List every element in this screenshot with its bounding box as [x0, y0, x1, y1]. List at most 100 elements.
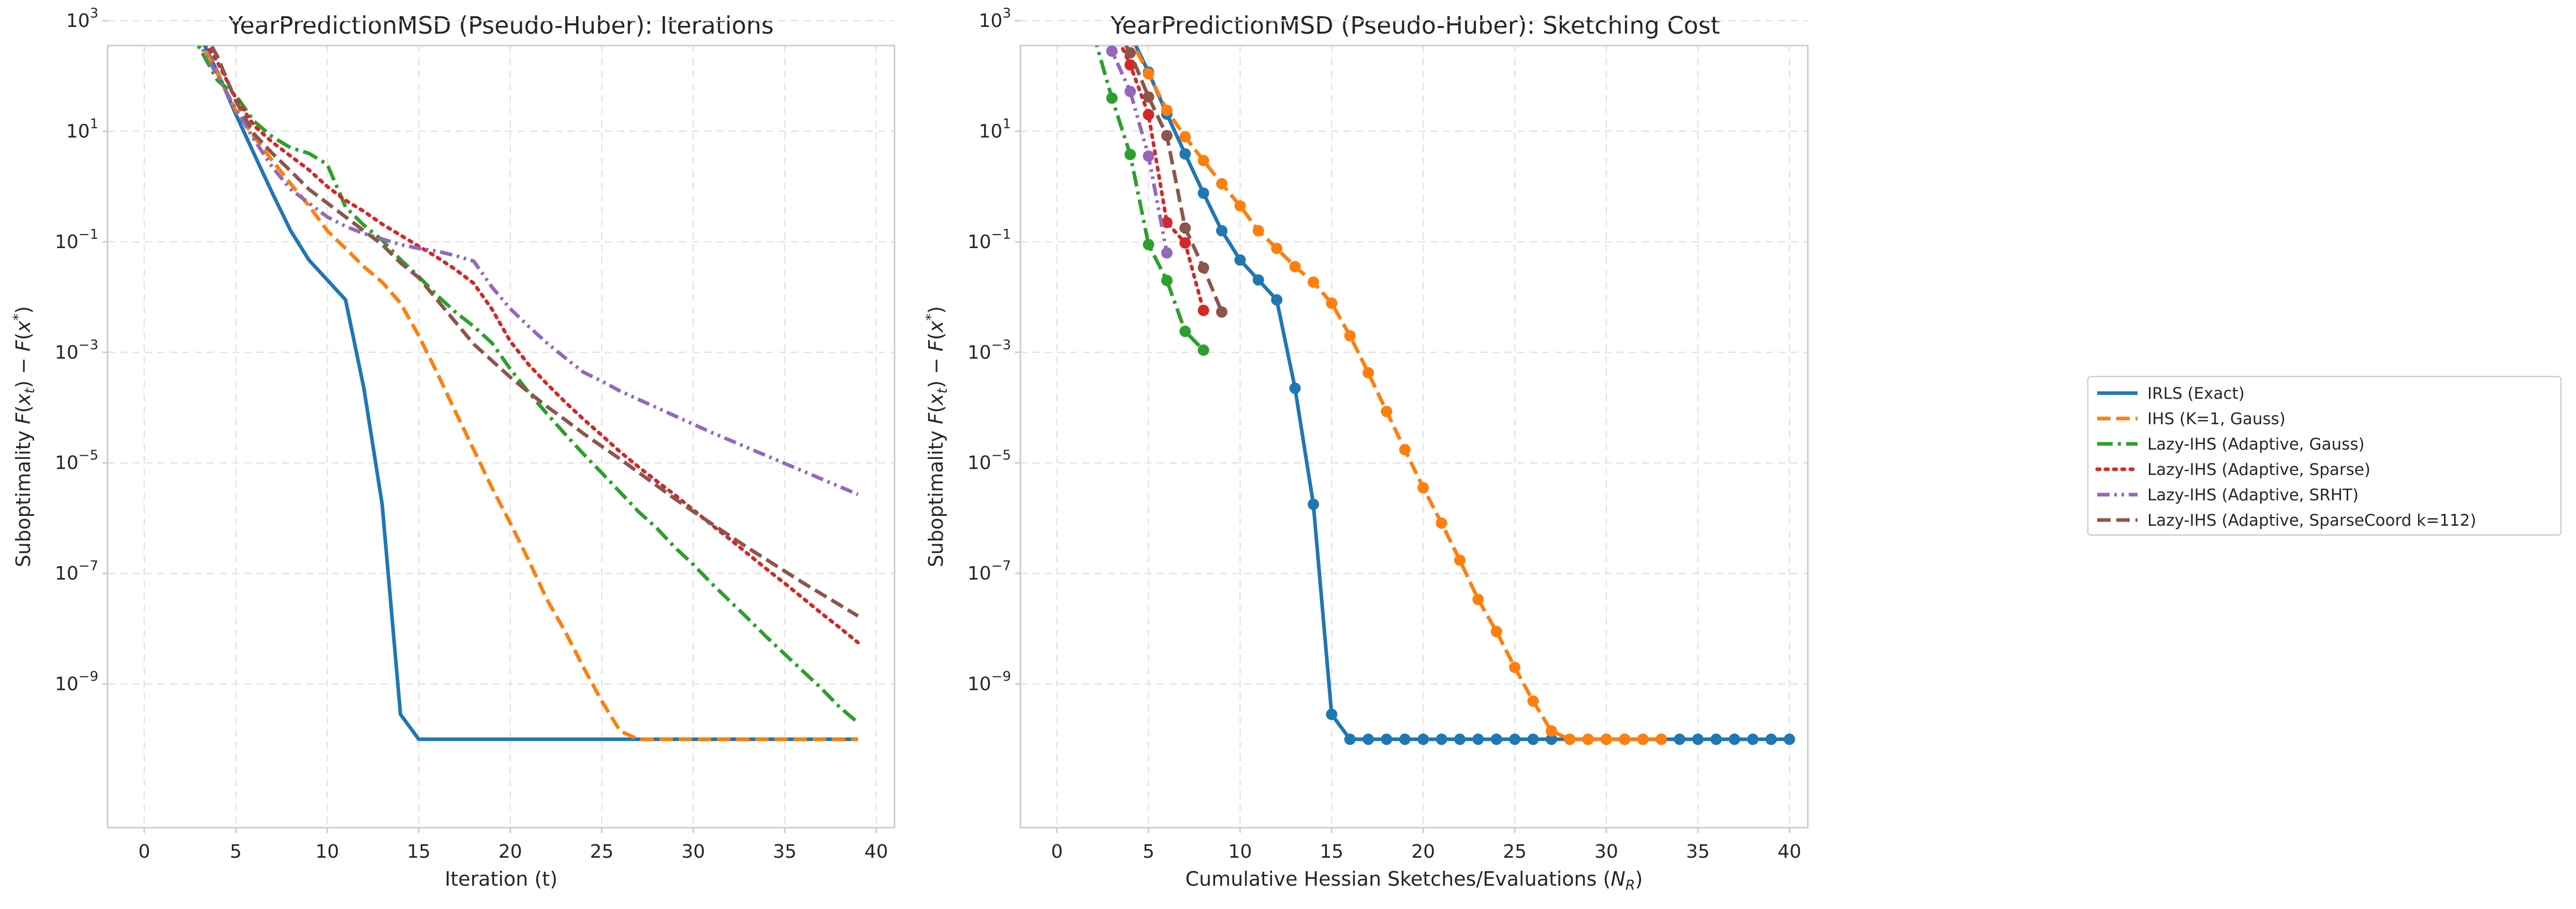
series-line-5	[209, 46, 859, 618]
legend-label: Lazy-IHS (Adaptive, SparseCoord k=112)	[2147, 511, 2476, 530]
series-line-5	[1123, 46, 1224, 313]
data-point	[1783, 733, 1795, 745]
data-point	[1436, 733, 1447, 745]
y-tick-label: 10−1	[968, 227, 1011, 253]
data-point	[1179, 148, 1191, 160]
data-point	[1124, 85, 1136, 97]
data-point	[1106, 92, 1118, 104]
data-point	[1143, 150, 1154, 162]
data-point	[1363, 367, 1374, 379]
y-tick-label: 10−9	[968, 669, 1011, 695]
x-tick-label: 25	[1503, 841, 1527, 862]
plot-frame	[107, 45, 896, 829]
data-point	[1545, 725, 1557, 737]
chart-iterations: YearPredictionMSD (Pseudo-Huber): Iterat…	[10, 6, 896, 890]
data-point	[1399, 733, 1411, 745]
x-axis-label: Cumulative Hessian Sketches/Evaluations …	[1185, 868, 1643, 893]
data-point	[1106, 0, 1118, 11]
data-point	[1436, 517, 1447, 529]
series-line-0	[202, 46, 858, 741]
data-point	[1545, 733, 1557, 745]
data-point	[1472, 594, 1484, 605]
data-point	[1344, 733, 1356, 745]
data-point	[1161, 104, 1173, 116]
data-point	[1234, 254, 1246, 266]
data-point	[1179, 325, 1191, 337]
y-tick-label: 10−3	[55, 337, 98, 363]
series-line-0	[1134, 46, 1790, 741]
data-point	[1161, 247, 1173, 259]
y-tick-label: 103	[979, 6, 1011, 32]
x-tick-label: 5	[230, 841, 242, 862]
data-point	[1197, 155, 1209, 166]
data-point	[1143, 68, 1154, 80]
data-point	[1637, 733, 1649, 745]
data-point	[1472, 733, 1484, 745]
data-point	[1454, 733, 1466, 745]
data-point	[1600, 733, 1612, 745]
x-tick-label: 25	[590, 841, 614, 862]
data-point	[1289, 261, 1301, 272]
data-point	[1216, 225, 1228, 237]
data-point	[1399, 444, 1411, 456]
y-tick-label: 10−1	[55, 227, 98, 253]
series-line-1	[200, 46, 858, 741]
data-point	[1252, 225, 1264, 237]
data-point	[1308, 498, 1319, 510]
legend-label: IRLS (Exact)	[2147, 384, 2245, 403]
x-tick-label: 20	[499, 841, 522, 862]
data-point	[1417, 733, 1429, 745]
data-point	[1179, 222, 1191, 234]
y-tick-label: 10−9	[55, 669, 98, 695]
series-line-2	[196, 46, 859, 724]
data-point	[1106, 0, 1118, 8]
data-point	[1124, 59, 1136, 71]
data-point	[1197, 187, 1209, 199]
data-point	[1344, 330, 1356, 342]
data-point	[1197, 262, 1209, 273]
data-point	[1527, 733, 1539, 745]
legend-label: Lazy-IHS (Adaptive, SRHT)	[2147, 486, 2359, 504]
data-point	[1197, 305, 1209, 316]
data-point	[1124, 149, 1136, 161]
x-tick-label: 40	[1778, 841, 1802, 862]
data-point	[1692, 733, 1704, 745]
y-axis-label: Suboptimality F(xt) − F(x*)	[10, 306, 38, 567]
data-point	[1106, 46, 1118, 57]
y-tick-label: 10−7	[968, 558, 1011, 584]
legend-box	[2087, 376, 2562, 536]
data-point	[1234, 200, 1246, 212]
grid	[1020, 20, 1808, 828]
data-point	[1710, 733, 1722, 745]
x-tick-label: 15	[1320, 841, 1343, 862]
series-line-3	[205, 46, 860, 644]
data-point	[1216, 178, 1228, 190]
series-group	[1088, 0, 1795, 745]
series-line-1	[1132, 46, 1661, 741]
y-tick-label: 10−3	[968, 337, 1011, 363]
series-group	[196, 46, 860, 741]
grid	[108, 20, 895, 828]
x-axis-label: Iteration (t)	[445, 868, 558, 890]
data-point	[1161, 275, 1173, 286]
x-tick-label: 35	[1686, 841, 1710, 862]
data-point	[1509, 733, 1520, 745]
data-point	[1619, 733, 1631, 745]
y-axis-label: Suboptimality F(xt) − F(x*)	[923, 306, 950, 567]
data-point	[1490, 733, 1502, 745]
data-point	[1326, 709, 1338, 720]
y-tick-label: 101	[979, 116, 1011, 142]
data-point	[1088, 29, 1100, 40]
series-line-4	[198, 46, 859, 496]
data-point	[1179, 131, 1191, 143]
chart-title: YearPredictionMSD (Pseudo-Huber): Sketch…	[1110, 11, 1720, 39]
data-point	[1527, 695, 1539, 707]
y-tick-label: 103	[66, 6, 98, 32]
data-point	[1143, 91, 1154, 103]
legend: IRLS (Exact) IHS (K=1, Gauss) Lazy-IHS (Ad…	[2087, 376, 2562, 536]
y-tick-label: 10−7	[55, 558, 98, 584]
chart-sketching-cost: YearPredictionMSD (Pseudo-Huber): Sketch…	[923, 0, 1809, 893]
x-tick-label: 0	[1051, 841, 1063, 862]
data-point	[1509, 661, 1520, 673]
